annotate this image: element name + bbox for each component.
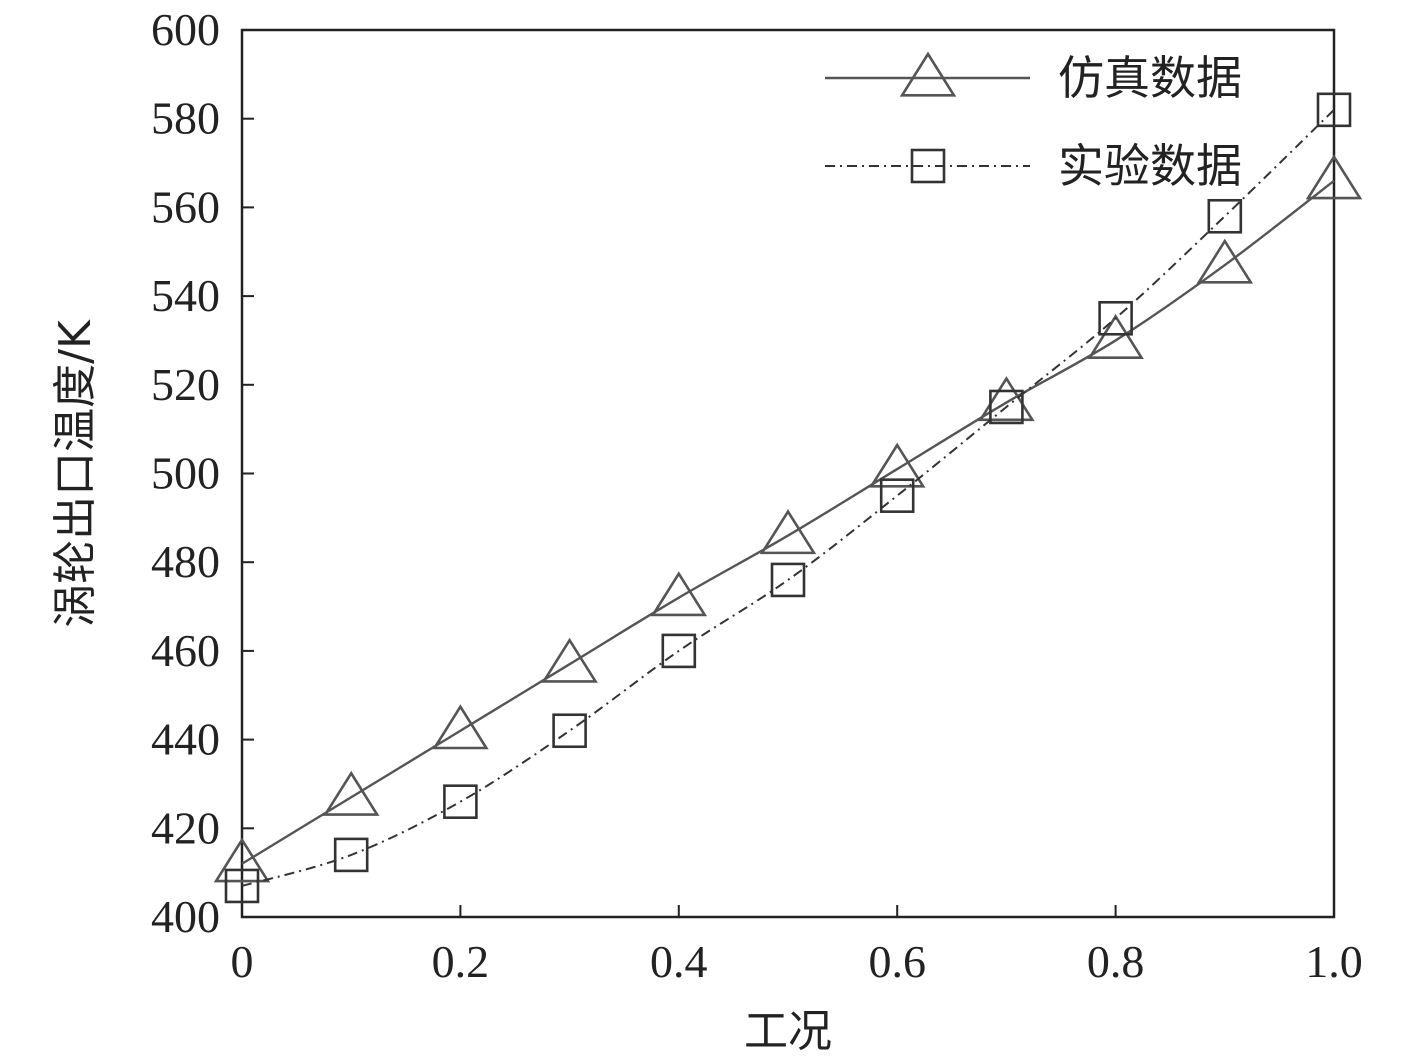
- series-layer: [213, 92, 1363, 904]
- y-tick-label: 560: [151, 181, 220, 232]
- x-tick-label: 0.4: [650, 936, 708, 987]
- series-2: [224, 92, 1352, 904]
- series-2-line: [241, 109, 1335, 887]
- series-2-point: [333, 837, 369, 873]
- series-1-point: [868, 442, 926, 488]
- series-1-point: [1087, 314, 1144, 360]
- series-1-point: [213, 837, 271, 883]
- y-tick-label: 420: [151, 802, 220, 853]
- y-axis-title: 涡轮出口温度/K: [50, 319, 101, 628]
- series-2-point: [661, 633, 697, 669]
- y-tick-label: 440: [151, 714, 220, 765]
- series-1-point: [322, 770, 380, 816]
- series-2-point: [224, 868, 260, 904]
- y-tick-label: 580: [151, 93, 220, 144]
- series-2-point: [1316, 92, 1352, 128]
- x-tick-label: 0: [231, 936, 254, 987]
- series-2-point: [1098, 300, 1133, 336]
- y-tick-label: 520: [151, 359, 220, 410]
- series-1-point: [978, 376, 1035, 422]
- series-1-point: [650, 571, 708, 617]
- series-2-point: [770, 562, 806, 598]
- series-2-point: [552, 713, 587, 749]
- series-2-point: [879, 478, 915, 513]
- y-tick-label: 460: [151, 625, 220, 676]
- series-1: [213, 154, 1363, 883]
- legend-swatch-marker: [899, 51, 957, 97]
- series-1-point: [1196, 238, 1254, 284]
- series-1-point: [432, 704, 489, 750]
- y-tick-label: 600: [151, 4, 220, 55]
- y-tick-label: 400: [151, 891, 220, 942]
- x-tick-label: 0.2: [432, 936, 490, 987]
- x-axis-title: 工况: [744, 1006, 832, 1057]
- y-tick-label: 480: [151, 536, 220, 587]
- series-2-point: [989, 389, 1024, 425]
- series-1-line: [241, 179, 1335, 865]
- legend-label: 仿真数据: [1058, 51, 1242, 105]
- series-1-point: [759, 509, 817, 555]
- series-1-point: [541, 637, 598, 683]
- series-2-point: [1207, 198, 1243, 234]
- axes: 400 420 440 460 480 500 520 540 560 580 600 0 0.2 0.4…: [151, 4, 1363, 987]
- x-tick-label: 0.8: [1087, 936, 1145, 987]
- x-tick-label: 1.0: [1305, 936, 1363, 987]
- series-1-point: [1305, 154, 1363, 200]
- x-tick-label: 0.6: [868, 936, 926, 987]
- y-tick-label: 540: [151, 270, 220, 321]
- series-2-point: [443, 784, 478, 819]
- legend-label: 实验数据: [1058, 139, 1242, 193]
- legend-swatch-marker: [910, 148, 946, 184]
- y-tick-label: 500: [151, 448, 220, 499]
